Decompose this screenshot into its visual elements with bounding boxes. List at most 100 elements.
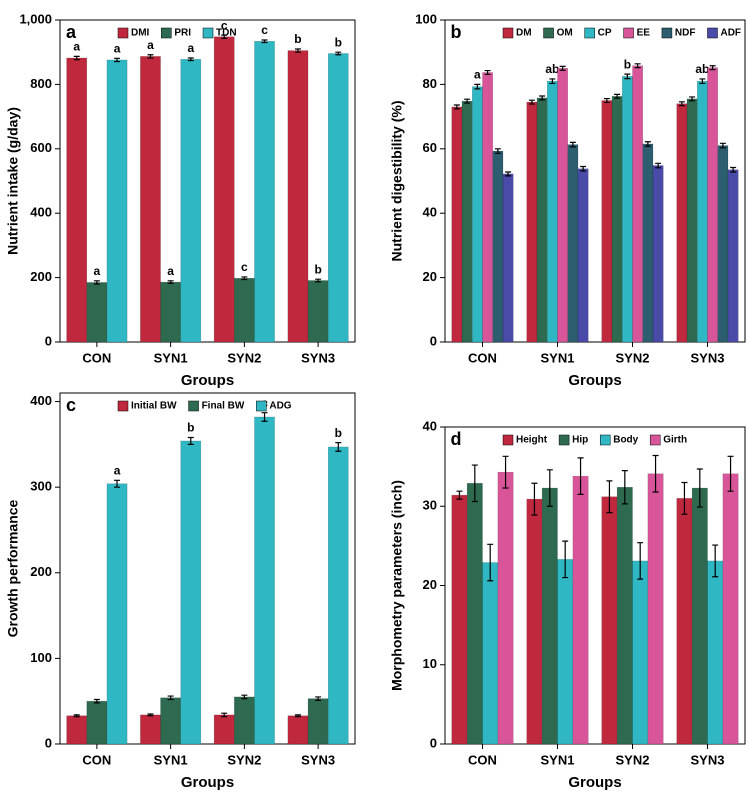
significance-letter: b	[294, 32, 301, 46]
x-tick-label: SYN3	[691, 350, 725, 365]
error-bar	[167, 280, 174, 284]
y-tick-label: 1,000	[19, 11, 52, 26]
error-bar	[453, 104, 460, 110]
error-bar	[221, 34, 228, 39]
significance-letter: c	[221, 18, 228, 32]
bar	[86, 700, 108, 745]
bar	[213, 714, 235, 745]
bar	[482, 72, 493, 343]
panel-letter-box	[61, 394, 81, 416]
bar	[140, 714, 161, 745]
y-tick-label: 0	[430, 333, 437, 348]
x-tick-label: CON	[82, 350, 111, 365]
bar	[697, 80, 708, 343]
legend-swatch	[599, 434, 611, 446]
error-bar	[644, 141, 651, 147]
legend-swatch	[202, 27, 214, 39]
panel: 0100200300400CONaSYN1bSYN2cSYN3bcInitial…	[5, 392, 356, 791]
error-bar	[709, 65, 716, 71]
error-bar	[603, 97, 610, 104]
bar	[140, 56, 161, 343]
x-tick-label: SYN2	[227, 350, 261, 365]
y-axis-label: Morphometry parameters (inch)	[389, 480, 405, 691]
error-bar	[624, 73, 631, 80]
y-tick-label: 40	[423, 418, 437, 433]
legend-swatch	[188, 400, 199, 412]
error-bar	[528, 99, 535, 105]
legend-swatch	[584, 27, 595, 39]
bar	[106, 483, 128, 745]
bar	[632, 560, 649, 745]
error-bar	[655, 162, 662, 169]
legend-label: NDF	[675, 28, 696, 39]
legend-label: DM	[516, 28, 532, 39]
y-axis-label: Growth performance	[5, 499, 21, 637]
error-bar	[456, 490, 463, 500]
significance-letter: a	[167, 264, 174, 278]
bar	[451, 106, 463, 343]
y-tick-label: 80	[423, 76, 437, 91]
y-tick-label: 400	[30, 205, 52, 220]
bar	[86, 282, 108, 343]
legend-swatch	[117, 27, 129, 39]
bar	[676, 498, 693, 745]
bar	[622, 76, 633, 343]
bar	[66, 57, 88, 343]
error-bar	[712, 544, 719, 578]
error-bar	[335, 442, 342, 452]
y-tick-label: 0	[430, 735, 437, 750]
bar	[652, 165, 664, 343]
error-bar	[689, 96, 696, 102]
significance-letter: b	[314, 262, 321, 276]
bar	[287, 50, 309, 343]
error-bar	[727, 455, 734, 492]
bar	[536, 97, 548, 343]
legend-swatch	[707, 27, 718, 39]
error-bar	[114, 57, 121, 63]
y-tick-label: 30	[423, 498, 437, 513]
error-bar	[114, 479, 121, 488]
error-bar	[606, 480, 613, 514]
error-bar	[261, 412, 268, 422]
bar	[577, 168, 589, 343]
y-tick-label: 300	[30, 479, 52, 494]
x-axis-label: Groups	[568, 774, 621, 791]
legend-swatch	[502, 27, 514, 39]
bar	[160, 281, 181, 343]
error-bar	[577, 457, 584, 495]
panel-letter-box	[446, 428, 466, 450]
error-bar	[730, 166, 737, 173]
significance-letter: b	[624, 57, 631, 71]
legend-swatch	[117, 400, 129, 412]
bar	[557, 559, 574, 745]
bar	[691, 487, 708, 745]
bar	[541, 487, 558, 745]
bar	[461, 100, 473, 343]
legend-swatch	[543, 27, 554, 39]
error-bar	[241, 694, 248, 700]
legend-swatch	[256, 400, 267, 412]
error-bar	[294, 714, 301, 718]
y-tick-label: 100	[30, 650, 52, 665]
bar	[106, 59, 128, 343]
x-tick-label: SYN1	[154, 350, 188, 365]
y-tick-label: 0	[45, 333, 52, 348]
error-bar	[261, 39, 268, 44]
error-bar	[614, 93, 621, 99]
legend-label: Final BW	[202, 401, 245, 412]
bar	[234, 696, 255, 745]
significance-letter: a	[73, 40, 80, 54]
y-axis-label: Nutrient intake (g/day)	[5, 107, 21, 255]
bar	[647, 473, 664, 745]
legend-label: Initial BW	[131, 401, 177, 412]
legend-swatch	[623, 27, 634, 39]
significance-letter: a	[114, 41, 121, 55]
error-bar	[73, 55, 80, 61]
error-bar	[241, 276, 248, 281]
bar	[567, 144, 579, 343]
error-bar	[73, 714, 80, 718]
x-tick-label: SYN2	[616, 350, 650, 365]
significance-letter: a	[147, 38, 154, 52]
legend-label: ADG	[269, 401, 291, 412]
